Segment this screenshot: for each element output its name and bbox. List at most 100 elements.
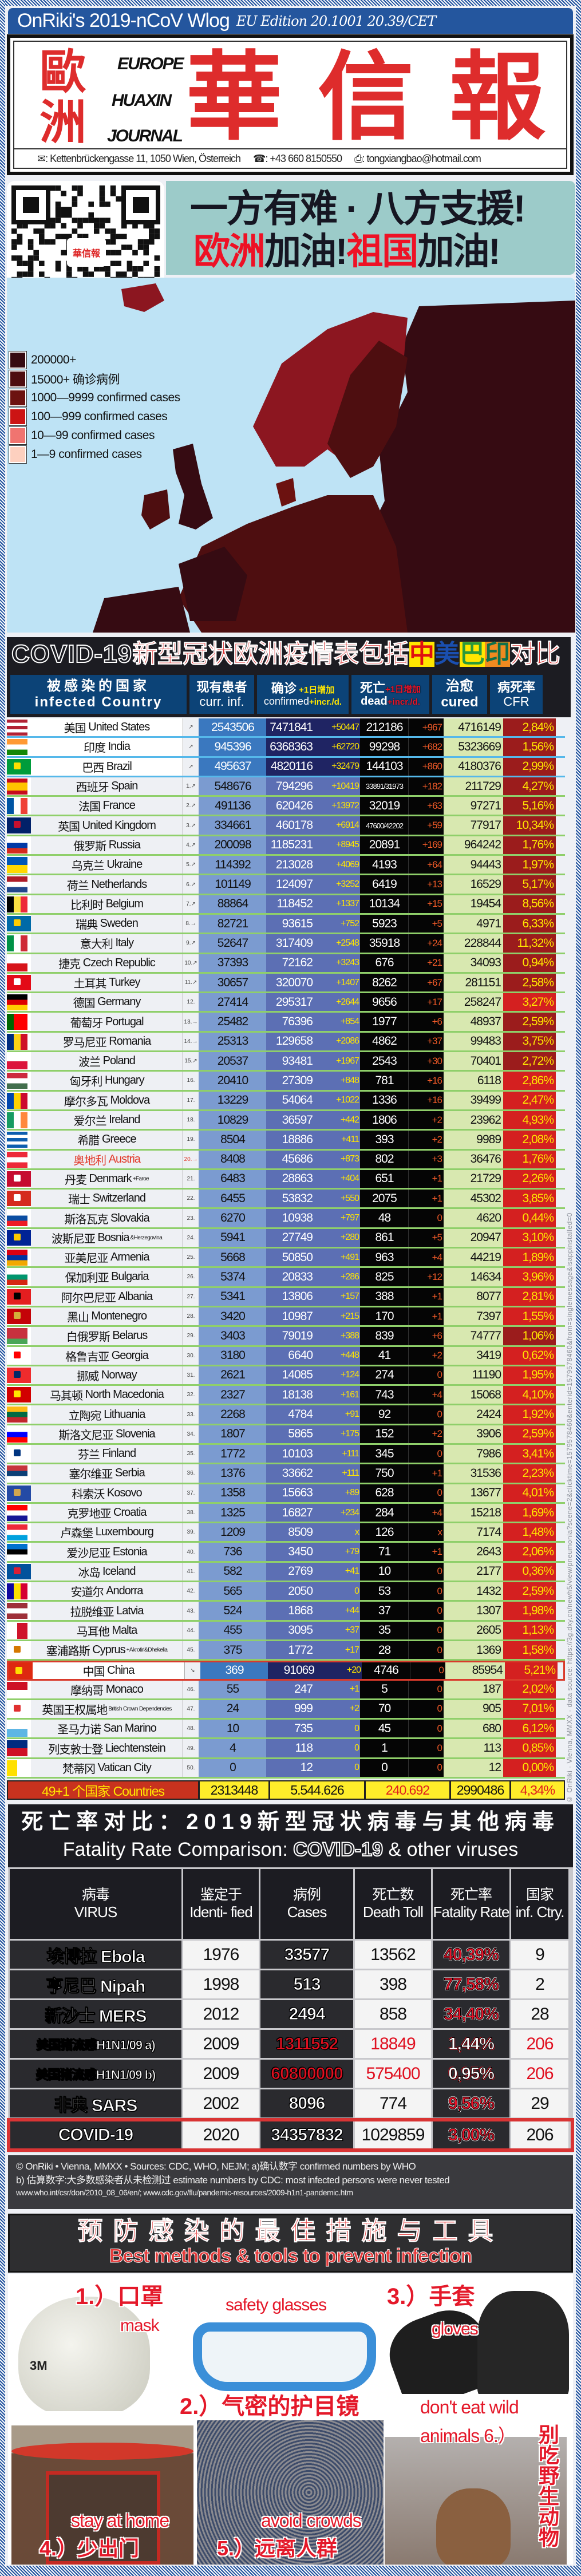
animals-label-en-2: animals 6.） [420, 2425, 516, 2446]
deaths: 71 [360, 1543, 408, 1561]
fatality-rate: 77,58% [433, 1970, 509, 1998]
deaths: 5 [360, 1680, 408, 1698]
deaths: 35918 [360, 934, 408, 953]
cured: 31536 [444, 1464, 503, 1483]
flag-emblem [14, 1704, 21, 1712]
cfr: 7,01% [503, 1700, 556, 1718]
table-row: 卢森堡 Luxembourg 39. 1209 8509 x 126 x 717… [7, 1523, 565, 1543]
flag-sk-icon [7, 1209, 31, 1227]
table-row: 塞尔维亚 Serbia 36. 1376 33662 +111 750 +1 3… [7, 1464, 565, 1484]
flag-pt-icon [7, 1013, 31, 1031]
deaths-increase: +67 [408, 973, 444, 992]
confirmed-increase: +3243 [314, 954, 360, 972]
rank: 12. [183, 993, 199, 1012]
confirmed-increase: +752 [314, 914, 360, 933]
legend-label: 200000+ [31, 353, 76, 366]
country-name: 克罗地亚 Croatia [31, 1503, 183, 1522]
footnote-links[interactable]: www.who.int/csr/don/2010_08_06/en/; www.… [16, 2187, 353, 2197]
cfr: 1,92% [503, 1405, 556, 1424]
cfr: 2,02% [503, 1680, 556, 1698]
prevention-title: 预防感染的最佳措施与工具 Best methods & tools to pre… [8, 2214, 573, 2273]
col-cfr: 病死率 CFR [490, 675, 543, 714]
flag-stripes [7, 1721, 27, 1737]
flag-ro-icon [7, 1032, 31, 1051]
deaths-increase: 0 [408, 1720, 444, 1738]
deaths: 4862 [360, 1032, 408, 1051]
flag-stripes [7, 857, 27, 874]
flag-stripes [7, 739, 27, 756]
deaths-increase: +1 [408, 1190, 444, 1208]
deaths-increase: +17 [408, 993, 444, 1012]
flag-emblem [14, 978, 21, 985]
rank: 35. [183, 1444, 199, 1463]
deaths-increase: +16 [408, 1091, 444, 1109]
animals-label-cn: 别吃野生动物 [536, 2424, 559, 2547]
cfr: 1,98% [503, 1602, 556, 1620]
current-infected: 1325 [199, 1503, 266, 1522]
confirmed-increase: +2548 [314, 934, 360, 953]
deaths-increase: +15 [408, 895, 444, 913]
map-russia [362, 301, 575, 633]
table-row: 波兰 Poland 15. ↗ 20537 93481 +1967 2543 +3… [7, 1052, 565, 1072]
flag-stripes [7, 1426, 27, 1443]
flag-stripes [7, 1250, 27, 1266]
cured: 4716149 [444, 718, 503, 737]
confirmed: 20833 [266, 1268, 314, 1286]
deaths: 4746 [362, 1662, 410, 1679]
rank: 28. [183, 1307, 199, 1326]
current-infected: 1807 [199, 1425, 266, 1443]
rank: 50. [183, 1759, 199, 1777]
fatality-rate: 9,56% [433, 2089, 509, 2117]
confirmed-increase: +388 [314, 1327, 360, 1345]
cfr: 5,21% [505, 1662, 558, 1679]
flag-stripes [7, 1524, 27, 1541]
email[interactable]: ⎙: tongxiangbao@hotmail.com [354, 153, 481, 164]
rank: 25. [183, 1249, 199, 1267]
table-row: 捷克 Czech Republic 10. ↗ 37393 72162 +3243… [7, 954, 565, 974]
flag-dk-icon [7, 1170, 31, 1188]
rank: 31. [183, 1366, 199, 1385]
cured: 45302 [444, 1190, 503, 1208]
logo-char: 歐 [39, 45, 87, 100]
home-label-en: stay at home [71, 2510, 169, 2531]
current-infected: 55 [199, 1680, 266, 1698]
confirmed-increase: +32479 [314, 757, 360, 776]
rank: 42. [183, 1582, 199, 1601]
confirmed-increase: +286 [314, 1268, 360, 1286]
cfr: 2,59% [503, 1425, 556, 1443]
flag-be-icon [7, 895, 31, 913]
flag-emblem [14, 821, 21, 828]
confirmed-increase: +1022 [314, 1091, 360, 1109]
identified-year: 2009 [183, 2030, 259, 2058]
fatality-row: 非典 SARS 2002 8096 774 9,56% 29 [10, 2089, 571, 2117]
cfr: 3,27% [503, 993, 556, 1012]
confirmed: 6640 [266, 1346, 314, 1365]
legend-label: 100—999 confirmed cases [31, 409, 168, 423]
flag-rs-icon [7, 1464, 31, 1483]
deaths-increase: +182 [408, 777, 444, 796]
confirmed-increase: x [314, 1523, 360, 1542]
cfr: 5,17% [503, 875, 556, 894]
logo-journal: JOURNAL [107, 127, 183, 145]
country-name: 挪威 Norway [31, 1366, 183, 1385]
cured: 70401 [444, 1052, 503, 1070]
current-infected: 548676 [199, 777, 266, 796]
cured: 20947 [444, 1228, 503, 1247]
trend-arrow-icon: ↗ [191, 881, 196, 888]
current-infected: 20537 [199, 1052, 266, 1070]
flag-md-icon [7, 1091, 31, 1109]
current-infected: 2543506 [199, 718, 266, 737]
map-sweden-finland [327, 341, 408, 478]
rank: 7. ↗ [183, 895, 199, 913]
country-name: 立陶宛 Lithuania [31, 1405, 183, 1424]
cfr: 2,59% [503, 1582, 556, 1601]
flag-stripes [7, 1406, 27, 1423]
trend-arrow-icon: → [192, 1038, 198, 1045]
flag-emblem [14, 1292, 21, 1299]
flag-stripes [7, 1033, 27, 1050]
table-row: 克罗地亚 Croatia 38. 1325 16827 +234 284 +4 … [7, 1503, 565, 1524]
deaths-increase: 0 [408, 1484, 444, 1502]
confirmed-increase: +491 [314, 1249, 360, 1267]
confirmed-increase: +91 [314, 1405, 360, 1424]
cured: 23962 [444, 1111, 503, 1129]
